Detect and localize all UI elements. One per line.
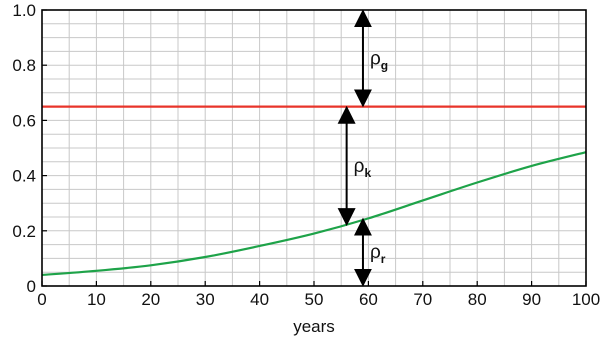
y-tick-label: 0.6 xyxy=(12,111,36,130)
annotation-label-k: ρk xyxy=(354,156,372,180)
y-tick-label: 1.0 xyxy=(12,1,36,20)
x-tick-label: 80 xyxy=(468,290,487,309)
x-tick-label: 20 xyxy=(141,290,160,309)
ticks: 0 10 20 30 40 50 60 70 80 90 100 0 0.2 0.4 0.6 0.8 1.0 xyxy=(12,1,600,309)
series-line-2 xyxy=(41,151,587,277)
y-tick-label: 0 xyxy=(27,277,36,296)
y-tick-label: 0.8 xyxy=(12,56,36,75)
grid xyxy=(41,9,587,287)
x-axis-title: years xyxy=(293,317,335,336)
x-tick-label: 30 xyxy=(196,290,215,309)
y-tick-label: 0.4 xyxy=(12,167,36,186)
series-layer xyxy=(41,105,587,277)
x-tick-label: 70 xyxy=(413,290,432,309)
x-tick-label: 40 xyxy=(250,290,269,309)
y-tick-label: 0.2 xyxy=(12,222,36,241)
annotations: ρg ρk ρr xyxy=(337,9,388,287)
x-tick-label: 50 xyxy=(305,290,324,309)
x-tick-label: 0 xyxy=(37,290,46,309)
x-tick-label: 90 xyxy=(522,290,541,309)
annotation-label-r: ρr xyxy=(370,242,386,266)
x-tick-label: 100 xyxy=(572,290,600,309)
x-tick-label: 60 xyxy=(359,290,378,309)
x-tick-label: 10 xyxy=(87,290,106,309)
annotation-label-g: ρg xyxy=(370,48,388,72)
